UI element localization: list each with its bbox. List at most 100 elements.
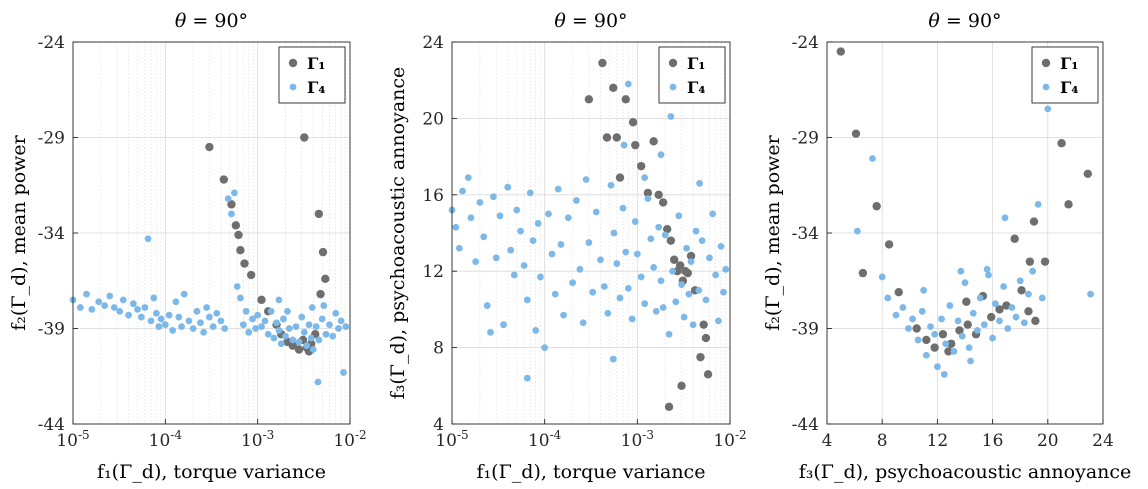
data-point-gamma1 xyxy=(300,133,309,142)
data-point-gamma4 xyxy=(569,279,576,287)
data-point-gamma4 xyxy=(106,292,114,300)
data-point-gamma4 xyxy=(657,277,665,285)
data-point-gamma4 xyxy=(129,300,137,308)
data-point-gamma4 xyxy=(507,246,515,254)
data-point-gamma4 xyxy=(239,321,247,329)
data-point-gamma4 xyxy=(672,298,680,306)
data-point-gamma4 xyxy=(655,223,663,231)
data-point-gamma4 xyxy=(258,323,265,330)
data-point-gamma4 xyxy=(1029,267,1037,275)
legend-marker-gamma1 xyxy=(668,58,678,68)
y-axis-label: f₃(Γ_d), psychoacoustic annoyance xyxy=(387,67,409,400)
data-point-gamma4 xyxy=(965,344,973,351)
data-point-gamma4 xyxy=(307,334,315,342)
y-tick-label: 24 xyxy=(422,33,444,53)
data-point-gamma1 xyxy=(1017,286,1026,295)
panel-torque-vs-annoyance: 10-5 10-4 10-3 10-2 4 8 12 16 20 24 θ = 90° f₁(Γ_d)… xyxy=(387,10,747,483)
data-point-gamma4 xyxy=(221,325,229,332)
data-point-gamma4 xyxy=(579,319,587,327)
legend-marker-gamma4 xyxy=(289,83,297,91)
data-point-gamma4 xyxy=(520,262,528,269)
data-point-gamma4 xyxy=(200,328,208,336)
data-point-gamma1 xyxy=(703,370,713,379)
data-point-gamma4 xyxy=(289,336,297,344)
data-point-gamma4 xyxy=(315,336,323,344)
data-point-gamma4 xyxy=(675,212,683,220)
data-point-gamma1 xyxy=(858,268,868,278)
data-point-gamma4 xyxy=(275,327,283,334)
data-point-gamma4 xyxy=(683,244,690,252)
data-point-gamma1 xyxy=(294,345,304,354)
data-point-gamma1 xyxy=(1083,169,1093,178)
data-point-gamma4 xyxy=(203,304,211,311)
data-point-gamma4 xyxy=(996,317,1003,325)
legend-box xyxy=(278,46,346,104)
data-point-gamma4 xyxy=(464,174,472,182)
data-point-gamma4 xyxy=(884,294,892,302)
data-point-gamma4 xyxy=(504,183,512,191)
data-point-gamma4 xyxy=(292,323,300,330)
data-point-gamma4 xyxy=(152,309,160,317)
data-point-gamma4 xyxy=(500,321,507,329)
data-point-gamma4 xyxy=(554,185,562,193)
legend-label-gamma4: Γ₄ xyxy=(1060,78,1078,97)
data-point-gamma4 xyxy=(619,204,627,212)
data-point-gamma1 xyxy=(1024,307,1033,316)
data-point-gamma4 xyxy=(616,294,624,302)
data-point-gamma4 xyxy=(1034,200,1042,208)
data-point-gamma4 xyxy=(722,265,730,273)
y-tick-label: -39 xyxy=(792,320,819,340)
data-point-gamma4 xyxy=(715,317,722,325)
data-point-gamma4 xyxy=(1001,214,1009,222)
data-point-gamma4 xyxy=(275,296,283,304)
data-point-gamma4 xyxy=(991,300,999,308)
data-point-gamma4 xyxy=(969,309,977,317)
data-point-gamma4 xyxy=(720,288,727,296)
data-point-gamma1 xyxy=(643,188,653,198)
data-point-gamma4 xyxy=(280,315,287,323)
data-point-gamma4 xyxy=(490,193,497,201)
legend-label-gamma4: Γ₄ xyxy=(687,78,705,97)
data-point-gamma1 xyxy=(1010,234,1019,243)
data-point-gamma4 xyxy=(523,374,531,382)
data-point-gamma4 xyxy=(985,271,992,279)
data-point-gamma4 xyxy=(685,290,693,298)
data-point-gamma4 xyxy=(1087,290,1094,298)
x-tick-label: 4 xyxy=(822,431,833,451)
data-point-gamma4 xyxy=(517,227,525,235)
legend-label-gamma1: Γ₁ xyxy=(307,54,325,73)
data-point-gamma4 xyxy=(698,237,706,245)
axes-frame xyxy=(451,41,731,425)
data-point-gamma4 xyxy=(119,296,127,304)
data-point-gamma4 xyxy=(624,284,632,292)
data-point-gamma1 xyxy=(851,129,861,138)
data-point-gamma1 xyxy=(670,255,679,264)
data-point-gamma4 xyxy=(305,321,313,329)
data-point-gamma4 xyxy=(213,309,221,317)
data-point-gamma1 xyxy=(912,324,921,333)
data-point-gamma4 xyxy=(905,325,912,332)
y-tick-label: 20 xyxy=(422,109,444,129)
x-tick-label: 12 xyxy=(927,431,949,451)
data-point-gamma1 xyxy=(894,288,903,297)
data-point-gamma4 xyxy=(609,355,617,363)
data-point-gamma4 xyxy=(548,250,556,258)
data-point-gamma4 xyxy=(702,296,710,304)
y-tick-label: -29 xyxy=(38,129,65,149)
data-point-gamma4 xyxy=(892,311,900,319)
x-tick-label: 10-4 xyxy=(149,428,183,451)
data-point-gamma4 xyxy=(628,315,636,323)
data-point-gamma4 xyxy=(689,321,697,329)
data-point-gamma4 xyxy=(914,336,922,344)
data-point-gamma4 xyxy=(1016,277,1024,285)
data-point-gamma1 xyxy=(658,198,668,207)
data-point-gamma1 xyxy=(947,339,956,348)
y-tick-label: -24 xyxy=(38,33,65,53)
data-point-gamma1 xyxy=(963,320,972,329)
x-axis-label: f₁(Γ_d), torque variance xyxy=(97,461,326,483)
legend-label-gamma1: Γ₁ xyxy=(687,54,705,73)
data-point-gamma4 xyxy=(696,179,704,187)
data-point-gamma4 xyxy=(706,254,713,262)
x-tick-label: 24 xyxy=(1092,431,1114,451)
data-point-gamma4 xyxy=(534,220,542,227)
